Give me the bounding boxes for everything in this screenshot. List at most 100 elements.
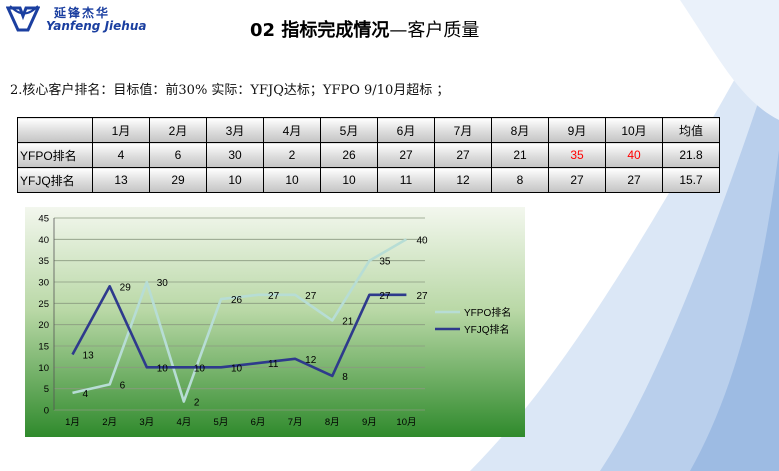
table-cell: 11 <box>377 167 435 193</box>
chart-y-tick-label: 5 <box>44 384 49 395</box>
chart-x-tick-label: 7月 <box>288 417 303 428</box>
chart-series-line <box>71 285 407 378</box>
table-row: YFJQ排名 13 29 10 10 10 11 12 8 27 27 15.7 <box>17 167 720 193</box>
page-subtitle: 2.核心客户排名：目标值：前30% 实际：YFJQ达标；YFPO 9/10月超标… <box>10 83 450 98</box>
chart-x-tick-label: 4月 <box>176 417 191 428</box>
chart-data-label: 13 <box>83 351 95 362</box>
table-header-cell <box>17 117 93 143</box>
chart-x-tick-label: 1月 <box>65 417 80 428</box>
table-header-cell: 8月 <box>491 117 549 143</box>
chart-gridlines <box>53 217 425 411</box>
table-row-label: YFPO排名 <box>17 142 93 168</box>
chart-data-label: 11 <box>268 359 279 370</box>
chart-data-label: 27 <box>379 291 391 302</box>
chart-x-tick-label: 5月 <box>214 417 229 428</box>
chart-legend-label: YFJQ排名 <box>464 323 510 336</box>
table-header-cell: 3月 <box>206 117 264 143</box>
chart-data-label: 4 <box>83 389 89 400</box>
logo-chinese-text: 延锋杰华 <box>54 6 111 20</box>
chart-data-label: 35 <box>379 257 391 268</box>
table-cell: 27 <box>605 167 663 193</box>
table-cell-average: 21.8 <box>662 142 720 168</box>
chart-data-label: 10 <box>157 363 169 374</box>
table-header-cell: 2月 <box>149 117 207 143</box>
chart-y-tick-label: 40 <box>38 235 49 246</box>
table-header-cell: 6月 <box>377 117 435 143</box>
chart-series-line <box>72 238 408 403</box>
table-header-cell: 1月 <box>92 117 150 143</box>
chart-data-label: 10 <box>194 363 206 374</box>
table-cell-average: 15.7 <box>662 167 720 193</box>
table-header-cell: 10月 <box>605 117 663 143</box>
chart-y-tick-label: 0 <box>44 406 49 417</box>
chart-data-label: 6 <box>120 380 126 391</box>
table-header-cell: 5月 <box>320 117 378 143</box>
title-rest: 客户质量 <box>407 20 480 41</box>
table-cell: 2 <box>263 142 321 168</box>
chart-legend: YFPO排名 YFJQ排名 <box>435 306 511 336</box>
table-cell: 12 <box>434 167 492 193</box>
chart-background <box>25 207 525 437</box>
table-cell: 10 <box>206 167 264 193</box>
chart-y-tick-label: 15 <box>38 342 49 353</box>
chart-series-lines <box>71 238 408 403</box>
chart-y-tick-label: 25 <box>38 299 49 310</box>
chart-data-label: 21 <box>342 316 354 327</box>
chart-data-label: 8 <box>342 372 348 383</box>
table-cell: 10 <box>320 167 378 193</box>
logo-english-text: Yanfeng Jiehua <box>46 19 147 33</box>
table-header-cell: 4月 <box>263 117 321 143</box>
chart-y-tick-labels: 0 5 10 15 20 25 30 35 40 45 <box>38 214 49 417</box>
chart-data-label: 40 <box>416 235 428 246</box>
table-cell: 30 <box>206 142 264 168</box>
table-cell: 8 <box>491 167 549 193</box>
chart-y-tick-label: 35 <box>38 256 49 267</box>
table-cell-exceeded: 35 <box>548 142 606 168</box>
title-dash: — <box>389 20 408 41</box>
chart-data-label: 12 <box>305 355 317 366</box>
chart-data-label: 29 <box>120 282 132 293</box>
chart-data-label: 27 <box>305 291 317 302</box>
table-header-cell: 均值 <box>662 117 720 143</box>
chart-data-label: 30 <box>157 278 169 289</box>
chart-data-label: 2 <box>194 397 200 408</box>
chart-x-tick-label: 9月 <box>362 417 377 428</box>
company-logo: 延锋杰华 Yanfeng Jiehua <box>6 2 146 36</box>
ranking-line-chart: 0 5 10 15 20 25 30 35 40 45 1月 2月 3月 4月 5月 6月 7月 8月 9月 10月… <box>25 207 525 437</box>
chart-y-tick-label: 10 <box>38 363 49 374</box>
chart-x-tick-label: 8月 <box>325 417 340 428</box>
table-cell: 13 <box>92 167 150 193</box>
page-title: 02 指标完成情况—客户质量 <box>250 16 479 42</box>
chart-data-label: 10 <box>231 363 243 374</box>
table-header-cell: 7月 <box>434 117 492 143</box>
table-cell: 6 <box>149 142 207 168</box>
logo-mark-icon <box>6 5 40 32</box>
table-row: YFPO排名 4 6 30 2 26 27 27 21 35 40 21.8 <box>17 142 720 168</box>
chart-data-label: 27 <box>416 291 428 302</box>
table-cell: 21 <box>491 142 549 168</box>
table-cell: 27 <box>548 167 606 193</box>
table-cell: 26 <box>320 142 378 168</box>
chart-y-tick-label: 30 <box>38 278 49 289</box>
chart-y-tick-label: 20 <box>38 320 49 331</box>
table-cell: 29 <box>149 167 207 193</box>
chart-data-labels: 4 6 30 2 26 27 27 21 35 40 13 29 10 10 10 11 12 8 27 27 <box>83 235 428 408</box>
chart-y-tick-label: 45 <box>38 214 49 225</box>
chart-x-tick-labels: 1月 2月 3月 4月 5月 6月 7月 8月 9月 10月 <box>65 417 416 428</box>
table-row-label: YFJQ排名 <box>17 167 93 193</box>
chart-x-tick-label: 2月 <box>102 417 117 428</box>
chart-x-tick-label: 3月 <box>139 417 154 428</box>
kpi-table: 1月 2月 3月 4月 5月 6月 7月 8月 9月 10月 均值 YFPO排名… <box>17 117 720 193</box>
chart-x-tick-label: 6月 <box>251 417 266 428</box>
chart-data-label: 27 <box>268 291 280 302</box>
chart-legend-label: YFPO排名 <box>464 306 511 319</box>
table-cell: 27 <box>434 142 492 168</box>
table-cell: 27 <box>377 142 435 168</box>
table-cell: 4 <box>92 142 150 168</box>
table-header-row: 1月 2月 3月 4月 5月 6月 7月 8月 9月 10月 均值 <box>17 117 720 143</box>
table-cell: 10 <box>263 167 321 193</box>
table-header-cell: 9月 <box>548 117 606 143</box>
table-cell-exceeded: 40 <box>605 142 663 168</box>
chart-data-label: 26 <box>231 295 243 306</box>
